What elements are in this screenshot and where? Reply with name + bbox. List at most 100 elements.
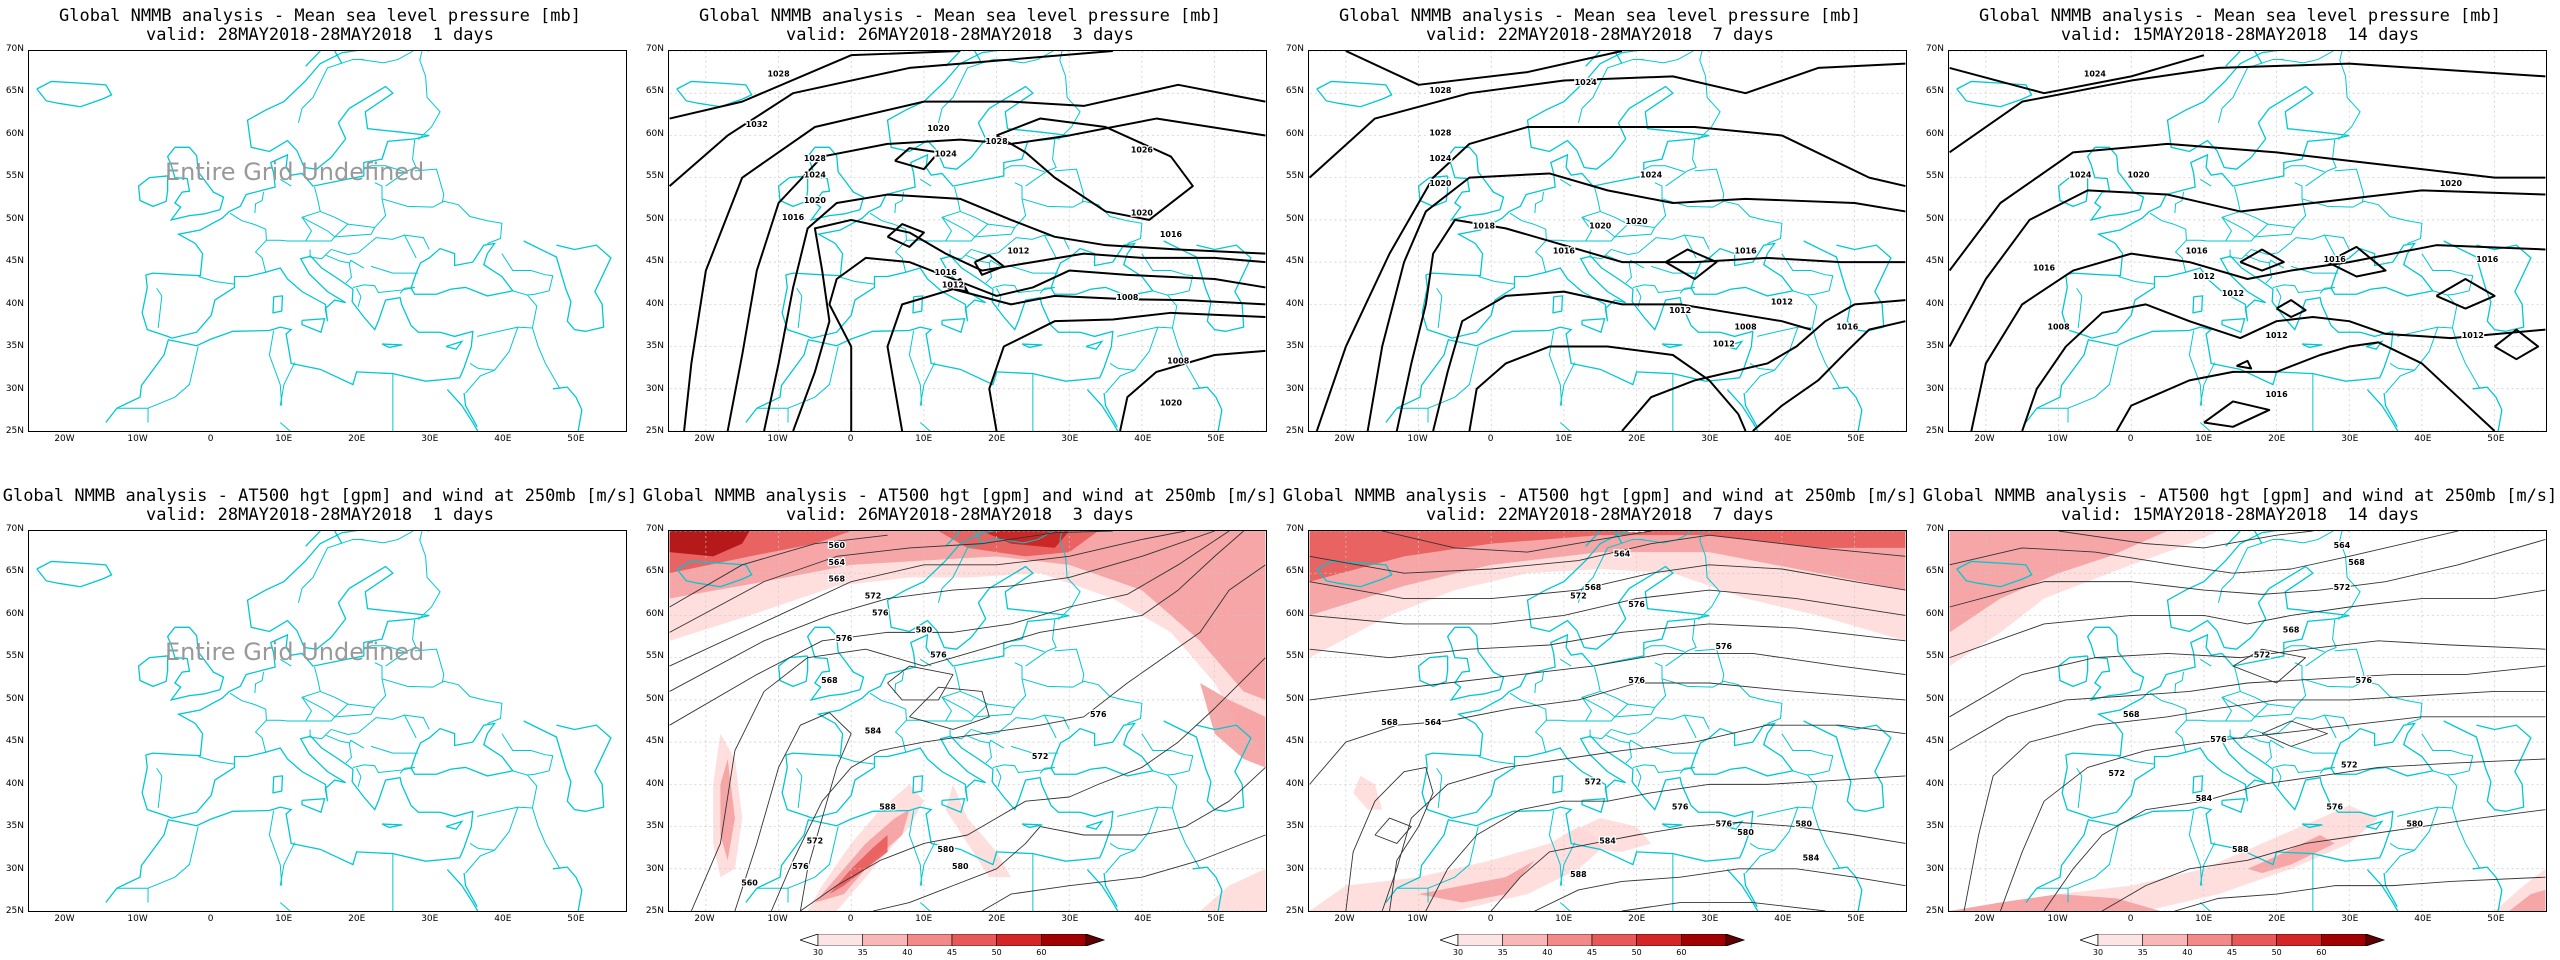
country-border [2421,253,2473,277]
contour-label: 576 [872,608,889,617]
lon-tick-label: 50E [2487,914,2505,924]
country-border [1509,692,1547,753]
country-border [156,287,163,328]
country-border [2118,276,2155,285]
contour-label: 1028 [804,154,827,163]
coastline [777,175,809,208]
country-border [477,770,538,817]
map-panel-4: Global NMMB analysis - Mean sea level pr… [1920,0,2560,480]
country-border [1109,806,1159,851]
country-border [2451,807,2481,870]
height-contour [1963,691,2546,911]
coastline [2065,51,2350,277]
coastline [745,255,1114,423]
country-border [908,330,923,406]
colorbar-lower-arrow [800,934,819,946]
colorbar-segment [1041,934,1087,946]
panel-valid-period: valid: 15MAY2018-28MAY2018 14 days [2060,25,2420,45]
country-border [2265,259,2285,284]
lat-tick-label: 45N [1925,256,1944,267]
panel-valid-period: valid: 15MAY2018-28MAY2018 14 days [2060,505,2420,525]
country-border [1054,168,1085,203]
country-border [1167,755,1194,776]
country-border [2245,254,2271,264]
coastline [1192,866,1223,911]
country-border [345,259,365,284]
lon-tick-label: 20W [694,434,715,444]
country-border [2221,696,2269,718]
wind-speed-shading [1309,826,1608,911]
country-border [1650,265,1699,274]
country-border [919,178,932,187]
coastline [676,560,753,588]
country-border [279,178,292,187]
country-border [381,198,503,244]
country-border [385,619,417,667]
country-border [965,734,991,744]
contour-label: 572 [1570,592,1587,601]
country-border [279,362,296,406]
colorbar-segment [2276,934,2322,946]
isobar [894,147,940,171]
lon-tick-label: 20W [694,914,715,924]
contour-label: 1028 [986,137,1009,146]
lat-tick-label: 40N [1925,778,1944,789]
coastline [1316,560,1393,588]
panel-title: Global NMMB analysis - AT500 hgt [gpm] a… [1922,486,2558,506]
colorbar-label: 45 [2226,948,2238,957]
country-border [838,276,875,285]
country-border [1636,768,1642,787]
isobar [828,256,1266,431]
isobar [2021,303,2546,431]
country-border [1436,767,1443,808]
country-border [1003,165,1045,173]
coastline [1425,531,1710,757]
country-border [2301,678,2423,724]
country-border [1694,648,1725,683]
country-border [985,739,1005,764]
lat-tick-label: 60N [5,128,24,139]
lat-tick-label: 60N [1925,128,1944,139]
coastline [2192,295,2204,314]
coastline [912,295,924,314]
lat-tick-label: 70N [5,44,24,54]
country-border [1117,770,1178,817]
country-border [787,346,839,423]
lon-tick-label: 30E [421,434,439,444]
map-plot-area [28,50,627,432]
lat-tick-label: 45N [1285,736,1304,747]
lat-tick-label: 65N [5,86,24,97]
coastline [2025,255,2394,423]
coastline [2086,146,2145,221]
country-border [2272,284,2335,294]
country-border [2076,287,2083,328]
country-border [2389,806,2439,851]
height-contour [2101,809,2546,911]
lon-tick-label: 20E [1628,914,1646,924]
coastline [1726,869,1759,911]
country-border [1171,807,1201,870]
colorbar-label: 50 [2271,948,2282,957]
country-border [985,259,1005,284]
lon-tick-label: 20E [988,914,1006,924]
country-border [1694,168,1725,203]
lat-tick-label: 70N [1285,44,1304,54]
coastline [1050,722,1154,777]
coastline [1163,720,1252,812]
contour-label: 1008 [1116,293,1139,302]
contour-label: 584 [1803,853,1820,862]
contour-label: 588 [1570,870,1587,879]
lat-tick-label: 45N [1285,256,1304,267]
colorbar-label: 30 [2092,948,2104,957]
country-border [908,810,923,886]
contour-label: 1020 [1429,179,1452,188]
contour-label: 1024 [804,171,827,180]
contour-label: 584 [1599,836,1616,845]
lon-tick-label: 0 [1487,914,1494,924]
wind-speed-shading [669,531,750,557]
country-border [1021,678,1143,724]
coastline [305,51,321,67]
lat-tick-label: 40N [5,298,24,309]
coastline [552,866,583,911]
height-contour [1309,682,1906,785]
